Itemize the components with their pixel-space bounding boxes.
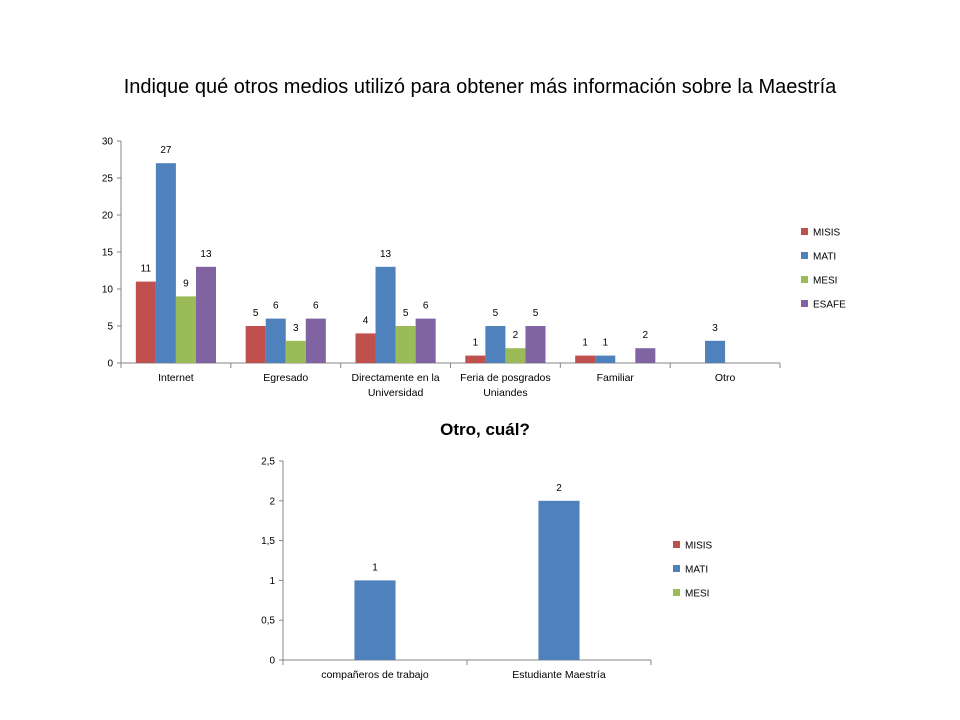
c1-bar-mesi [175, 296, 196, 363]
c1-bar-misis [135, 281, 156, 363]
c1-data-label: 1 [473, 338, 479, 349]
c1-bar-mati [375, 266, 396, 363]
c1-data-label: 2 [513, 330, 519, 341]
c1-legend-swatch-esafe [801, 300, 808, 307]
c1-bar-mati [265, 318, 286, 363]
c1-bar-esafe [415, 318, 436, 363]
c2-legend-swatch-misis [673, 541, 680, 548]
c1-y-tick-label: 20 [102, 211, 114, 222]
c2-data-label: 2 [556, 483, 562, 494]
c1-data-label: 5 [403, 308, 409, 319]
c1-data-label: 6 [423, 301, 429, 312]
c1-bar-mesi [285, 340, 306, 363]
c1-bar-esafe [525, 326, 546, 363]
c1-bar-misis [355, 333, 376, 363]
c1-bar-misis [465, 355, 486, 363]
c1-data-label: 11 [141, 264, 152, 275]
c1-category-label: Universidad [368, 387, 424, 399]
c1-y-tick-label: 10 [102, 285, 114, 296]
c1-legend-swatch-mesi [801, 276, 808, 283]
c1-y-tick-label: 15 [102, 248, 114, 259]
c2-y-tick-label: 2,5 [261, 457, 275, 468]
c1-data-label: 1 [602, 338, 608, 349]
c1-category-label: Feria de posgrados [460, 372, 550, 384]
c2-legend-label-mesi: MESI [685, 589, 709, 600]
c2-category-label: compañeros de trabajo [321, 669, 429, 681]
c1-bar-esafe [635, 348, 656, 363]
c1-bar-mati [485, 326, 506, 363]
c2-y-tick-label: 1,5 [261, 536, 275, 547]
slide-title: Indique qué otros medios utilizó para ob… [123, 76, 837, 98]
c2-title: Otro, cuál? [440, 420, 530, 439]
c1-y-tick-label: 0 [107, 359, 113, 370]
c1-data-label: 5 [533, 308, 539, 319]
c1-category-label: Familiar [597, 372, 635, 384]
c1-legend-label-esafe: ESAFE [813, 300, 846, 311]
c1-bar-misis [575, 355, 596, 363]
c1-data-label: 6 [313, 301, 319, 312]
c1-category-label: Directamente en la [352, 372, 440, 384]
c1-data-label: 4 [363, 315, 369, 326]
c2-legend-label-misis: MISIS [685, 541, 713, 552]
c2-legend-swatch-mesi [673, 589, 680, 596]
c1-data-label: 5 [493, 308, 499, 319]
c1-bar-mati [595, 355, 616, 363]
c2-category-label: Estudiante Maestría [512, 669, 606, 681]
c1-category-label: Egresado [263, 372, 308, 384]
c1-legend-swatch-misis [801, 228, 808, 235]
c1-data-label: 13 [380, 249, 392, 260]
c1-y-tick-label: 30 [102, 137, 114, 148]
c1-data-label: 13 [200, 249, 212, 260]
c1-bar-mesi [505, 348, 526, 363]
c2-legend-swatch-mati [673, 565, 680, 572]
c2-y-tick-label: 0,5 [261, 616, 275, 627]
c1-category-label: Internet [158, 372, 194, 384]
c1-data-label: 1 [582, 338, 588, 349]
c1-category-label: Otro [715, 372, 736, 384]
c2-y-tick-label: 2 [269, 496, 275, 507]
c1-data-label: 27 [160, 145, 172, 156]
c1-y-tick-label: 25 [102, 174, 114, 185]
c1-data-label: 6 [273, 301, 279, 312]
c1-bar-mati [155, 163, 176, 363]
c1-data-label: 2 [643, 330, 649, 341]
c1-data-label: 5 [253, 308, 259, 319]
c1-legend-label-mesi: MESI [813, 276, 837, 287]
c1-data-label: 3 [712, 323, 718, 334]
c2-bar-mati [354, 580, 396, 660]
c1-data-label: 9 [183, 278, 189, 289]
c2-legend-label-mati: MATI [685, 565, 708, 576]
c1-legend-swatch-mati [801, 252, 808, 259]
c1-bar-mesi [395, 326, 416, 363]
c1-bar-misis [245, 326, 266, 363]
c1-category-label: Uniandes [483, 387, 527, 399]
c1-bar-esafe [195, 266, 217, 363]
c1-bar-esafe [305, 318, 326, 363]
c1-legend-label-mati: MATI [813, 252, 836, 263]
c1-data-label: 3 [293, 323, 299, 334]
c1-y-tick-label: 5 [107, 322, 113, 333]
c2-bar-mati [538, 500, 580, 660]
c1-legend-label-misis: MISIS [813, 228, 841, 239]
c2-y-tick-label: 1 [269, 576, 275, 587]
c2-y-tick-label: 0 [269, 656, 275, 667]
c1-bar-mati [705, 340, 726, 363]
c2-data-label: 1 [372, 562, 378, 573]
